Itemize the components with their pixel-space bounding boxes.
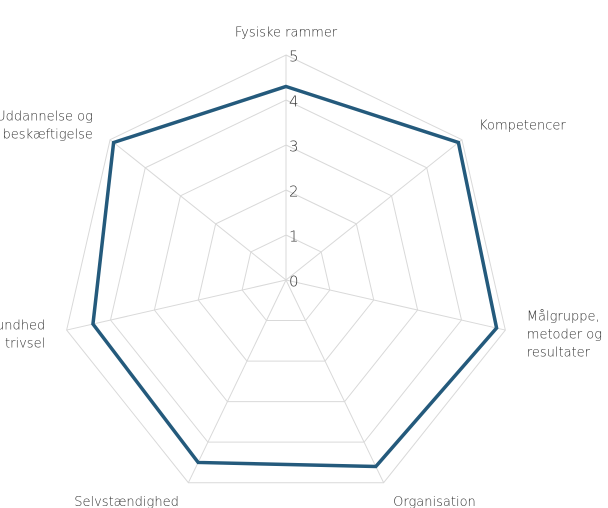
r-tick-label: 5 bbox=[289, 48, 299, 66]
grid-ring bbox=[66, 54, 506, 484]
spoke bbox=[187, 279, 287, 483]
spoke bbox=[285, 279, 506, 331]
axis-label: Organisation bbox=[393, 495, 476, 508]
axis-label: beskæftigelse bbox=[3, 127, 93, 142]
r-tick-label: 0 bbox=[289, 273, 299, 291]
axis-label: resultater bbox=[527, 345, 591, 360]
axis-label: Uddannelse og bbox=[0, 109, 93, 124]
axis-label: Selvstændighed bbox=[74, 495, 179, 508]
r-tick-label: 2 bbox=[289, 183, 299, 201]
axis-label: Målgruppe, bbox=[527, 309, 600, 324]
r-tick-label: 1 bbox=[289, 228, 299, 246]
spoke bbox=[285, 279, 385, 483]
series-line bbox=[91, 84, 499, 469]
axis-label: metoder og bbox=[527, 327, 602, 342]
axis-label: Sundhed bbox=[0, 318, 45, 333]
r-tick-label: 3 bbox=[289, 138, 299, 156]
spoke bbox=[285, 139, 463, 281]
grid-ring bbox=[153, 144, 419, 403]
spoke bbox=[66, 279, 287, 331]
grid-ring bbox=[197, 189, 375, 362]
grid-ring bbox=[109, 99, 463, 443]
axis-label: Fysiske rammer bbox=[235, 26, 338, 41]
axis-label: og trivsel bbox=[0, 336, 45, 351]
spoke bbox=[109, 139, 287, 281]
r-tick-label: 4 bbox=[289, 93, 299, 111]
axis-label: Kompetencer bbox=[479, 118, 566, 133]
grid-ring bbox=[241, 234, 331, 322]
